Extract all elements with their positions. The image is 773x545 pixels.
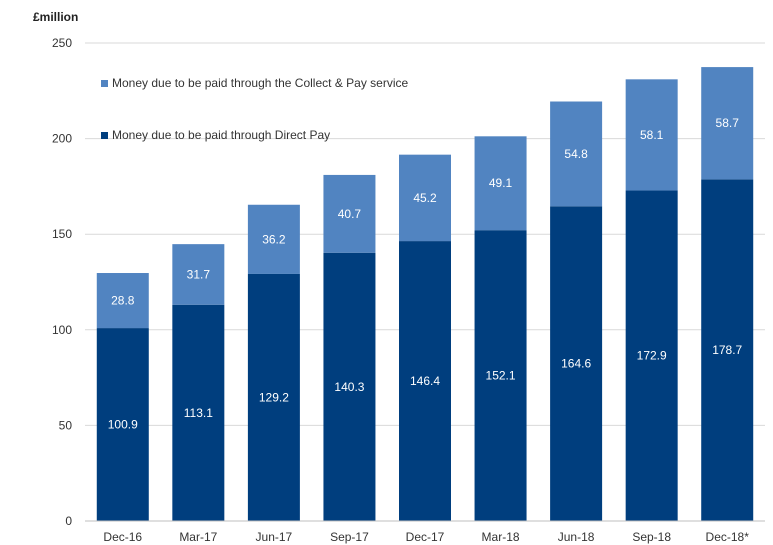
bar-segment [701, 67, 754, 180]
y-tick-label: 250 [52, 36, 72, 50]
bar-segment [399, 154, 451, 242]
bar-segment [550, 101, 603, 207]
bar-segment [247, 273, 300, 521]
legend-swatch [101, 132, 108, 139]
bar-segment [172, 244, 225, 305]
y-axis-unit-label: £million [33, 10, 78, 24]
y-tick-label: 50 [59, 418, 73, 432]
data-label: 113.1 [184, 406, 213, 420]
data-label: 54.8 [564, 147, 588, 161]
y-axis-ticks: 0 50 100 150 200 250 [52, 36, 72, 528]
data-label: 100.9 [108, 418, 138, 432]
data-label: 45.2 [413, 191, 437, 205]
bar-segment [247, 204, 300, 274]
bar-segment [625, 79, 678, 191]
data-label: 36.2 [262, 232, 286, 246]
data-label: 31.7 [187, 267, 211, 281]
data-label: 49.1 [489, 176, 513, 190]
y-tick-label: 100 [52, 323, 72, 337]
data-label: 140.3 [334, 380, 364, 394]
data-label: 146.4 [410, 374, 440, 388]
bar-segment [323, 174, 376, 253]
x-tick-label: Mar-17 [179, 530, 217, 544]
legend-label: Money due to be paid through the Collect… [112, 76, 409, 90]
x-tick-label: Sep-17 [330, 530, 369, 544]
bar-segment [625, 190, 678, 521]
x-tick-label: Jun-18 [558, 530, 595, 544]
bar-segment [172, 304, 225, 521]
bar-segment [399, 241, 451, 522]
data-label: 58.1 [640, 128, 664, 142]
legend: Money due to be paid through the Collect… [101, 76, 409, 142]
bar-segment [701, 179, 754, 521]
bars: 100.9 28.8 113.1 31.7 129.2 36.2 140.3 40.7 146.… [96, 67, 754, 522]
x-tick-label: Jun-17 [256, 530, 293, 544]
legend-swatch [101, 80, 108, 87]
y-tick-label: 150 [52, 227, 72, 241]
y-tick-label: 200 [52, 132, 72, 146]
data-label: 129.2 [259, 390, 289, 404]
x-tick-label: Dec-16 [103, 530, 142, 544]
bar-segment [96, 273, 149, 329]
x-axis-ticks: Dec-16 Mar-17 Jun-17 Sep-17 Dec-17 Mar-18 Jun-… [103, 530, 749, 544]
y-tick-label: 0 [65, 514, 72, 528]
bar-segment [474, 136, 527, 231]
data-label: 172.9 [637, 349, 667, 363]
x-tick-label: Dec-17 [406, 530, 445, 544]
bar-segment [474, 230, 527, 521]
legend-label: Money due to be paid through Direct Pay [112, 128, 330, 142]
bar-segment [96, 328, 149, 521]
data-label: 178.7 [712, 343, 742, 357]
bar-segment [550, 206, 603, 522]
bar-segment [323, 252, 376, 521]
x-tick-label: Mar-18 [482, 530, 520, 544]
data-label: 58.7 [716, 116, 740, 130]
data-label: 164.6 [561, 357, 591, 371]
x-tick-label: Dec-18* [706, 530, 750, 544]
x-tick-label: Sep-18 [632, 530, 671, 544]
data-label: 152.1 [486, 369, 516, 383]
data-label: 28.8 [111, 294, 135, 308]
data-label: 40.7 [338, 207, 362, 221]
